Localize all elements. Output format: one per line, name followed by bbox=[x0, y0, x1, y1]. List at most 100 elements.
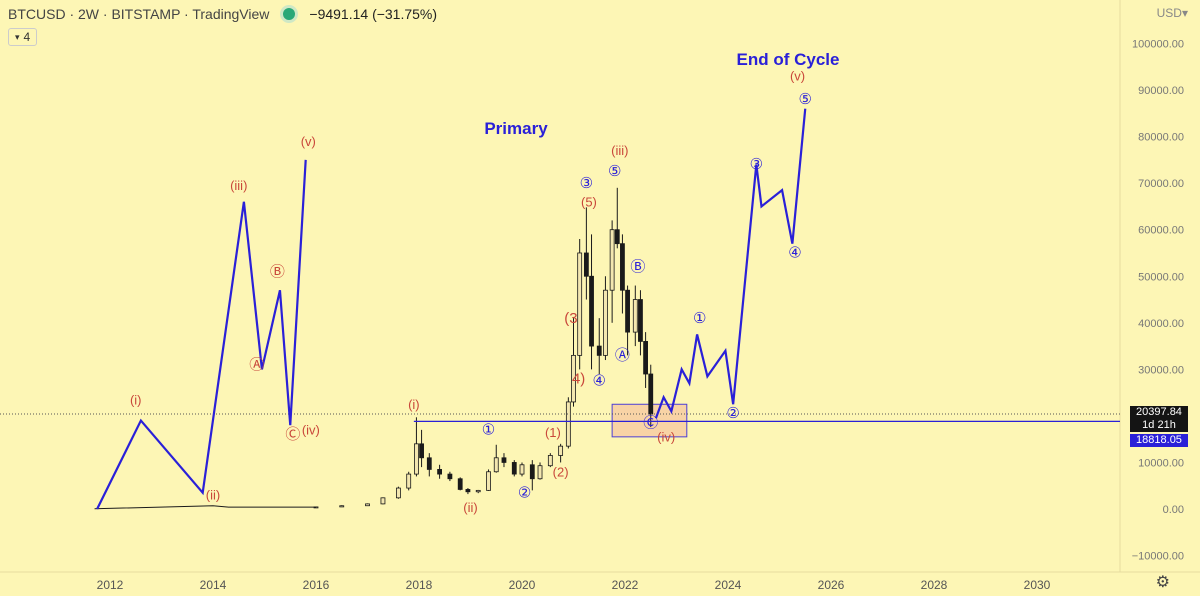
indicators-toggle[interactable]: ▾ 4 bbox=[8, 28, 38, 46]
candle-body bbox=[493, 457, 499, 473]
candle bbox=[511, 460, 517, 477]
y-tick-label: 100000.00 bbox=[1132, 39, 1184, 51]
candle-body bbox=[447, 473, 453, 480]
x-axis: 2012 2014 2016 2018 2020 2022 2024 2026 2028 2030 bbox=[97, 578, 1051, 592]
candle-body bbox=[437, 469, 443, 475]
y-tick-label: 40000.00 bbox=[1138, 318, 1184, 330]
candles bbox=[94, 187, 654, 510]
currency-selector[interactable]: USD▾ bbox=[1156, 6, 1188, 20]
wave-label: (ii) bbox=[206, 488, 220, 503]
current-price-badge: 20397.84 1d 21h bbox=[1130, 406, 1188, 432]
candle bbox=[638, 290, 643, 356]
candle-body bbox=[365, 503, 370, 507]
wave-label: (ii) bbox=[463, 500, 477, 515]
chevron-down-icon: ▾ bbox=[15, 31, 20, 42]
candle-body bbox=[395, 487, 401, 499]
y-tick-label: 50000.00 bbox=[1138, 271, 1184, 283]
wave-label: (1) bbox=[545, 425, 561, 440]
candle bbox=[603, 276, 608, 361]
settings-gear-icon[interactable]: ⚙ bbox=[1155, 574, 1170, 591]
wave-label: (5) bbox=[581, 194, 597, 209]
early-price-line bbox=[94, 505, 316, 510]
annotation-end-of-cycle: End of Cycle bbox=[737, 50, 840, 69]
candle-body bbox=[589, 275, 594, 347]
indicator-count: 4 bbox=[23, 30, 31, 44]
x-tick-label: 2018 bbox=[406, 578, 433, 592]
x-tick-label: 2028 bbox=[921, 578, 948, 592]
candle bbox=[571, 318, 576, 407]
candle-body bbox=[620, 243, 625, 291]
candle-body bbox=[625, 289, 630, 333]
candle bbox=[419, 429, 424, 468]
candle-body bbox=[583, 252, 589, 277]
candle bbox=[475, 489, 481, 494]
candle-body bbox=[577, 252, 583, 356]
wave-label: (3 bbox=[564, 310, 577, 327]
candle bbox=[395, 486, 401, 499]
y-tick-label: 70000.00 bbox=[1138, 178, 1184, 190]
wave-label: ⑤ bbox=[608, 163, 621, 180]
candle-body bbox=[511, 462, 517, 475]
wave-label: (i) bbox=[130, 392, 142, 407]
candle bbox=[643, 332, 648, 388]
y-tick-label: −10000.00 bbox=[1132, 551, 1184, 563]
candle bbox=[519, 462, 525, 477]
candle bbox=[583, 207, 589, 300]
candle-body bbox=[529, 464, 535, 480]
wave-label: ② bbox=[726, 405, 739, 422]
annotation-primary: Primary bbox=[484, 119, 548, 138]
candle bbox=[596, 318, 602, 375]
wave-labels: (i)(ii)(iii)ⒷⒶⒸ (iv)(v)(i)(ii)(1)(2)(34)(… bbox=[130, 69, 812, 515]
wave-label: ① bbox=[693, 310, 706, 327]
candle-body bbox=[614, 229, 620, 245]
candle-body bbox=[406, 473, 412, 489]
candle bbox=[620, 234, 625, 314]
wave-label: Ⓐ bbox=[615, 347, 630, 364]
x-tick-label: 2030 bbox=[1024, 578, 1051, 592]
candle bbox=[558, 443, 564, 463]
candle bbox=[380, 497, 386, 505]
wave-label: Ⓒ bbox=[285, 426, 300, 443]
candle-body bbox=[648, 373, 654, 415]
candle bbox=[465, 488, 471, 495]
candle bbox=[406, 471, 412, 491]
candle bbox=[565, 397, 571, 449]
candle-body bbox=[558, 445, 564, 456]
wave-label: (iv) bbox=[657, 430, 675, 445]
candle-body bbox=[603, 289, 608, 356]
wave-label: ④ bbox=[593, 373, 606, 390]
candle-body bbox=[565, 401, 571, 447]
candle-body bbox=[638, 299, 643, 342]
candle-body bbox=[414, 443, 419, 475]
candle-body bbox=[457, 478, 463, 490]
price-change: −9491.14 (−31.75%) bbox=[309, 6, 438, 22]
y-tick-label: 10000.00 bbox=[1138, 457, 1184, 469]
candle-body bbox=[596, 345, 602, 356]
candle bbox=[493, 444, 499, 473]
candle bbox=[648, 364, 654, 428]
candle bbox=[426, 453, 432, 477]
candle bbox=[632, 285, 638, 347]
candle-body bbox=[486, 471, 491, 491]
wave-label: (2) bbox=[553, 464, 569, 479]
candle bbox=[529, 460, 535, 491]
x-tick-label: 2016 bbox=[303, 578, 330, 592]
candle-body bbox=[380, 497, 386, 505]
wave-label: (v) bbox=[301, 134, 316, 149]
candle bbox=[577, 239, 583, 370]
market-status-icon bbox=[283, 8, 296, 20]
x-tick-label: 2020 bbox=[509, 578, 536, 592]
candle bbox=[339, 505, 345, 508]
candle bbox=[625, 285, 630, 356]
wave-label: 4) bbox=[572, 370, 585, 387]
wave-path bbox=[654, 108, 807, 419]
candle bbox=[614, 187, 620, 249]
y-tick-label: 90000.00 bbox=[1138, 85, 1184, 97]
bar-countdown-label: 1d 21h bbox=[1142, 419, 1176, 431]
candle bbox=[365, 503, 370, 507]
wave-label: Ⓑ bbox=[270, 263, 285, 280]
y-tick-label: 80000.00 bbox=[1138, 132, 1184, 144]
candle-body bbox=[632, 299, 638, 333]
symbol-title[interactable]: BTCUSD · 2W · BITSTAMP · TradingView bbox=[8, 6, 270, 22]
